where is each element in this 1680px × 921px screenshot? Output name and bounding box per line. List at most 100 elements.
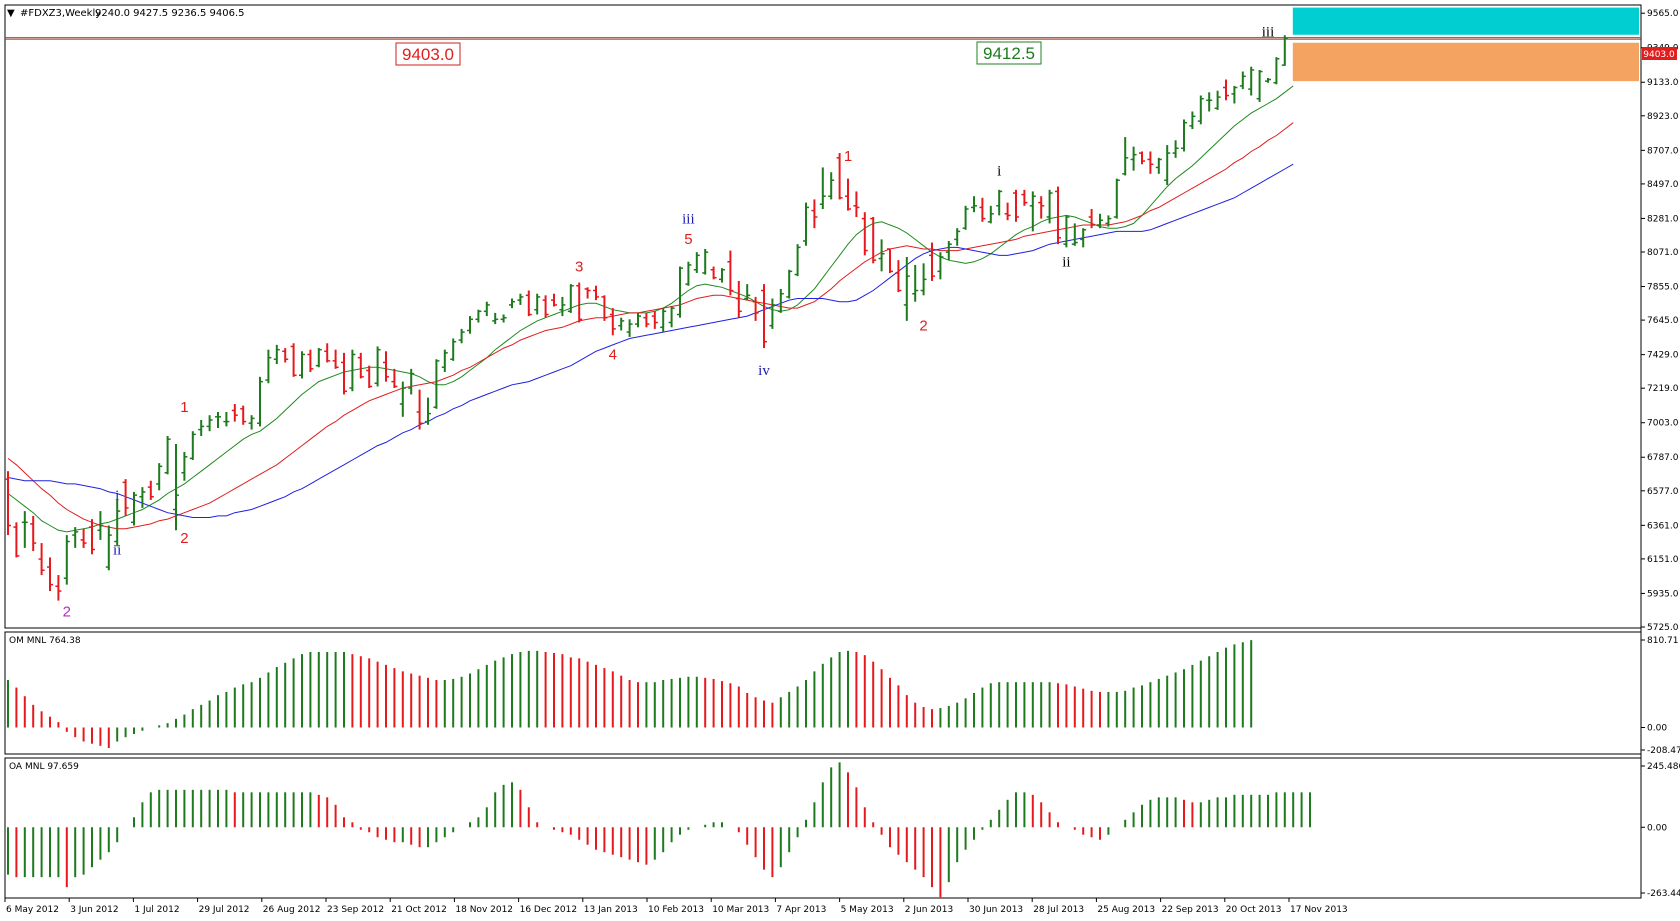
price-bar [693, 252, 700, 273]
price-bar [467, 316, 473, 334]
price-bar [383, 351, 389, 382]
price-bar [206, 415, 213, 432]
price-bar [811, 199, 818, 229]
price-bar [1055, 186, 1061, 245]
price-bar [1046, 189, 1053, 224]
wave-label: iii [682, 211, 695, 227]
price-bar [425, 397, 431, 425]
price-bar [635, 312, 641, 328]
price-bar [47, 557, 53, 592]
price-bar [1231, 85, 1238, 104]
price-label-red: 9403.0 [395, 42, 461, 66]
price-bar [593, 285, 599, 301]
price-bar [282, 348, 289, 363]
price-bar [542, 295, 549, 318]
price-bar [870, 216, 877, 264]
price-bar [551, 293, 557, 307]
price-bar [492, 312, 499, 325]
date-tick-label: 6 May 2012 [6, 905, 59, 915]
price-bar [349, 349, 356, 392]
price-label-green: 9412.5 [976, 41, 1042, 65]
price-bar [576, 282, 583, 323]
price-panel [4, 4, 1642, 629]
price-bar [324, 343, 331, 363]
price-bar [903, 256, 910, 321]
price-bar [1281, 35, 1288, 66]
price-bar [357, 352, 364, 379]
date-tick-label: 26 Aug 2012 [263, 905, 321, 915]
price-bar [509, 298, 515, 309]
ma-line-slow [7, 163, 1294, 518]
date-tick-label: 18 Nov 2012 [455, 905, 513, 915]
price-bar [803, 202, 809, 246]
price-bar [97, 511, 104, 540]
price-bar [1164, 145, 1171, 186]
price-bar [836, 153, 843, 200]
price-bar [80, 528, 87, 548]
price-bar [609, 308, 616, 336]
price-bar [651, 311, 658, 329]
price-bar [1113, 178, 1120, 219]
price-bar [828, 172, 835, 200]
date-tick-label: 17 Nov 2013 [1290, 905, 1348, 915]
price-bar [105, 525, 112, 571]
price-bar [450, 338, 457, 361]
price-tick-label: 8497.0 [1647, 180, 1679, 190]
menu-dropdown-icon[interactable]: ▼ [7, 8, 15, 19]
zones-layer [1292, 7, 1639, 82]
price-bar [660, 308, 667, 333]
price-bar [702, 248, 709, 275]
price-bar [122, 479, 129, 516]
price-bar [341, 352, 347, 395]
price-bar [996, 189, 1003, 216]
price-bar [525, 290, 532, 317]
price-tick-label: 7429.0 [1647, 351, 1679, 361]
price-bar [13, 522, 20, 558]
price-bar [677, 266, 683, 318]
price-bar [819, 167, 826, 210]
price-bar [475, 309, 482, 323]
wave-label: 1 [180, 399, 188, 416]
price-bar [156, 463, 163, 491]
price-bar [1105, 215, 1112, 227]
om-tick-label: 810.71 [1647, 636, 1679, 646]
price-bar [164, 435, 171, 475]
price-bar [441, 349, 448, 373]
price-bar [912, 264, 919, 302]
price-bar [1029, 191, 1036, 232]
price-bar [626, 319, 633, 337]
zone-upper [1292, 7, 1639, 35]
current-price-text: 9403.0 [1643, 50, 1675, 60]
price-bar [1189, 111, 1196, 130]
price-bar [1256, 69, 1263, 102]
price-bar [1088, 209, 1095, 229]
price-tick-label: 7645.0 [1647, 316, 1679, 326]
current-price-tag: 9403.0 [1642, 47, 1677, 60]
price-bar [618, 317, 625, 331]
date-tick-label: 10 Mar 2013 [712, 905, 769, 915]
wave-label: 1 [844, 148, 852, 165]
price-tick-label: 7003.0 [1647, 419, 1679, 429]
wave-label: 2 [919, 317, 927, 334]
price-bar [1063, 215, 1070, 248]
price-bar [399, 381, 406, 417]
symbol-label: #FDXZ3,Weekly [20, 8, 101, 19]
price-bar [5, 471, 11, 536]
oa-tick-label: 0.00 [1647, 823, 1667, 833]
price-bar [248, 415, 255, 430]
price-bar [1147, 151, 1154, 174]
price-bar [198, 420, 205, 436]
price-bar [72, 527, 79, 548]
price-bar [1181, 119, 1187, 152]
price-bar [500, 314, 507, 323]
date-tick-label: 29 Jul 2012 [199, 905, 250, 915]
om-tick-label: 0.00 [1647, 723, 1667, 733]
price-bar [777, 288, 784, 313]
date-tick-label: 22 Sep 2013 [1162, 905, 1219, 915]
price-bar [887, 248, 893, 273]
price-label-green-text: 9412.5 [983, 44, 1035, 63]
oa-histogram: 245.486 0.00 -263.448 [7, 762, 1680, 899]
price-tick-label: 7219.0 [1647, 384, 1679, 394]
price-tick-label: 8923.0 [1647, 112, 1679, 122]
